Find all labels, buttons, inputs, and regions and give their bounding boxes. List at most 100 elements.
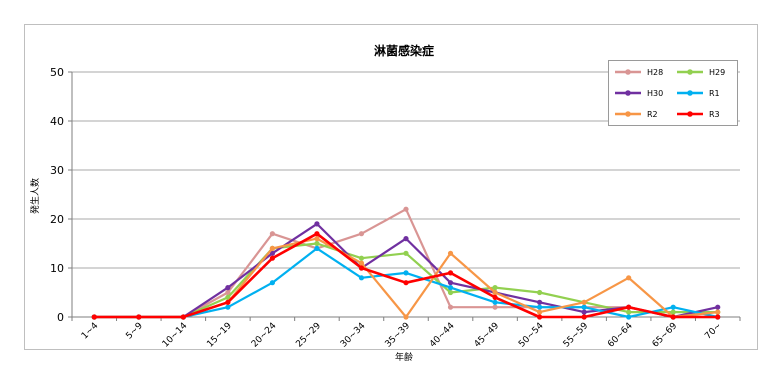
data-point-H29 — [447, 289, 454, 296]
legend-marker — [687, 69, 693, 75]
data-point-R1 — [403, 270, 409, 276]
data-point-R1 — [626, 314, 632, 320]
legend-svg: H28 H29 H30 R1 R2 R3 — [615, 68, 725, 119]
data-point-R1 — [447, 285, 454, 291]
data-point-R3 — [492, 294, 498, 300]
data-point-R1 — [358, 275, 365, 281]
y-tick-label: 40 — [50, 115, 64, 128]
legend-item-R3: R3 — [677, 110, 720, 119]
data-point-H30 — [269, 250, 275, 256]
data-point-R3 — [136, 314, 142, 320]
series-line-R2 — [94, 237, 718, 319]
data-point-R3 — [225, 299, 231, 305]
legend-label: H29 — [709, 68, 725, 77]
legend-item-H28: H28 — [615, 68, 663, 77]
x-tick-labels: 1~4 5~9 10~14 15~19 20~24 25~29 30~34 35~39 40~4… — [80, 321, 724, 350]
data-point-R3 — [314, 231, 320, 237]
y-tick-label: 0 — [57, 311, 64, 324]
x-tick-label: 40~44 — [428, 321, 457, 350]
data-point-H29 — [537, 289, 543, 296]
data-point-R2 — [492, 289, 498, 296]
data-point-H30 — [447, 280, 454, 286]
y-tick-label: 50 — [50, 66, 64, 79]
x-tick-label: 10~14 — [161, 321, 190, 350]
legend-marker — [687, 111, 693, 117]
legend-marker — [687, 90, 693, 96]
x-tick-label: 1~4 — [80, 321, 101, 342]
data-point-H29 — [626, 309, 632, 315]
x-tick-label: 50~54 — [517, 321, 546, 350]
legend-label: R1 — [709, 89, 720, 98]
x-tick-label: 65~69 — [651, 321, 680, 350]
legend-label: R3 — [709, 110, 720, 119]
x-tick-label: 20~24 — [250, 321, 279, 350]
data-point-R2 — [447, 250, 454, 256]
legend-item-H29: H29 — [677, 68, 725, 77]
x-axis-label: 年齢 — [395, 351, 413, 363]
data-point-R1 — [581, 304, 587, 310]
data-point-R2 — [626, 275, 632, 281]
legend-label: H28 — [647, 68, 663, 77]
data-point-R2 — [358, 260, 365, 266]
data-point-H28 — [447, 304, 454, 310]
legend-marker — [625, 90, 631, 96]
data-point-R3 — [537, 314, 543, 320]
data-point-H28 — [403, 206, 409, 212]
x-tick-label: 5~9 — [124, 321, 145, 342]
legend-item-R1: R1 — [677, 89, 720, 98]
y-axis-label: 発生人数 — [29, 178, 41, 214]
x-tick-label: 35~39 — [384, 321, 413, 350]
data-point-H30 — [314, 221, 320, 227]
y-tick-label: 30 — [50, 164, 64, 177]
data-point-R3 — [403, 280, 409, 286]
y-tick-label: 20 — [50, 213, 64, 226]
legend-label: R2 — [647, 110, 658, 119]
data-point-H29 — [314, 240, 320, 247]
data-point-R1 — [314, 245, 320, 251]
data-point-H29 — [358, 255, 365, 261]
data-point-R3 — [180, 314, 186, 320]
data-point-R1 — [492, 299, 498, 305]
legend-marker — [625, 111, 631, 117]
data-point-R3 — [358, 265, 365, 271]
x-tick-label: 70~ — [703, 321, 724, 342]
data-point-H30 — [537, 299, 543, 305]
data-point-R3 — [269, 255, 275, 261]
data-point-R1 — [537, 304, 543, 310]
data-point-R3 — [670, 314, 676, 320]
data-point-R2 — [269, 245, 275, 251]
data-point-H29 — [403, 250, 409, 256]
legend-marker — [625, 69, 631, 75]
x-tick-label: 15~19 — [205, 321, 234, 350]
data-point-H30 — [225, 285, 231, 291]
data-point-R3 — [91, 314, 97, 320]
data-point-H30 — [403, 236, 409, 242]
x-tick-label: 25~29 — [294, 321, 323, 350]
series-layer — [91, 206, 721, 320]
data-point-R3 — [581, 314, 587, 320]
data-point-R2 — [537, 309, 543, 315]
legend-item-H30: H30 — [615, 89, 663, 98]
data-point-H28 — [269, 231, 275, 237]
data-point-H29 — [492, 285, 498, 291]
data-point-H29 — [670, 309, 676, 315]
series-H28 — [91, 206, 721, 320]
data-point-H30 — [581, 309, 587, 315]
chart-frame — [24, 24, 758, 350]
x-tick-label: 45~49 — [473, 321, 502, 350]
data-point-R3 — [447, 270, 454, 276]
data-point-H29 — [225, 294, 231, 300]
data-point-R2 — [314, 236, 320, 242]
data-point-R2 — [715, 309, 721, 315]
data-point-R3 — [715, 314, 721, 320]
data-point-H28 — [358, 231, 365, 237]
chart-title: 淋菌感染症 — [374, 43, 434, 58]
x-tick-label: 30~34 — [339, 321, 368, 350]
data-point-R2 — [403, 314, 409, 320]
data-point-R3 — [626, 304, 632, 310]
legend-label: H30 — [647, 89, 663, 98]
y-tick-label: 10 — [50, 262, 64, 275]
data-point-R1 — [269, 280, 275, 286]
